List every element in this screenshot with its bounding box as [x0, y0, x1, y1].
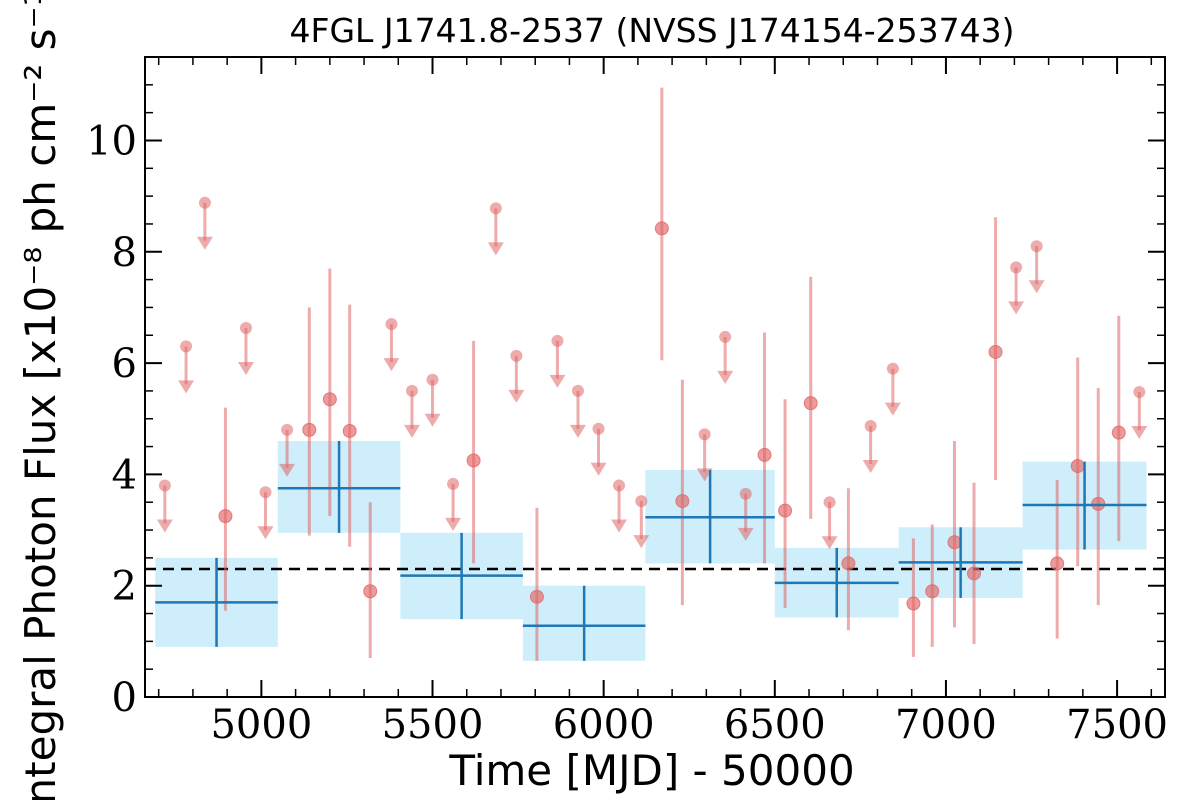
upper-limit-arrow [237, 362, 254, 376]
flux-point [322, 392, 337, 407]
upper-limit-arrow [611, 519, 628, 533]
upper-limit-point [886, 362, 899, 375]
flux-point [675, 494, 690, 509]
upper-limit-point [592, 422, 605, 435]
flux-point [906, 596, 921, 611]
flux-point [466, 453, 481, 468]
upper-limit-point [864, 419, 877, 432]
upper-limit-arrow [862, 459, 879, 473]
upper-limit-point [180, 340, 193, 353]
upper-limit-point [635, 495, 648, 508]
x-tick-label: 5500 [382, 702, 484, 748]
flux-point [988, 344, 1003, 359]
upper-limit-arrow [633, 535, 650, 549]
x-tick-label: 5000 [210, 702, 312, 748]
upper-limit-arrow [884, 402, 901, 416]
upper-limit-arrow [590, 462, 607, 476]
upper-limit-point [426, 373, 439, 386]
upper-limit-point [551, 334, 564, 347]
y-tick-label: 8 [112, 230, 137, 276]
x-tick-label: 7000 [895, 702, 997, 748]
upper-limit-arrow [178, 380, 195, 394]
upper-limit-point [698, 428, 711, 441]
flux-point [925, 584, 940, 599]
flux-point [1070, 459, 1085, 474]
y-tick-label: 2 [112, 564, 137, 610]
upper-limit-arrow [196, 236, 213, 250]
x-tick-label: 7500 [1066, 702, 1168, 748]
upper-limit-arrow [821, 536, 838, 550]
y-tick-label: 6 [112, 341, 137, 387]
flux-point [757, 447, 772, 462]
upper-limit-point [1133, 386, 1146, 399]
flux-point [363, 584, 378, 599]
upper-limit-arrow [403, 424, 420, 438]
x-tick-label: 6000 [553, 702, 655, 748]
upper-limit-arrow [1028, 280, 1045, 294]
upper-limit-point [823, 496, 836, 509]
upper-limit-arrow [279, 463, 296, 477]
flux-point [302, 422, 317, 437]
flux-point [778, 503, 793, 518]
plot-frame [144, 56, 1166, 698]
upper-limit-point [510, 349, 523, 362]
flux-point [218, 509, 233, 524]
y-tick-label: 0 [112, 675, 137, 721]
flux-point [654, 221, 669, 236]
x-tick-label: 6500 [724, 702, 826, 748]
upper-limit-arrow [156, 519, 173, 533]
flux-point [967, 566, 982, 581]
upper-limit-arrow [717, 370, 734, 384]
flux-point [1111, 425, 1126, 440]
upper-limit-point [719, 330, 732, 343]
upper-limit-point [259, 486, 272, 499]
upper-limit-point [198, 196, 211, 209]
upper-limit-point [489, 202, 502, 215]
flux-point [841, 556, 856, 571]
upper-limit-point [385, 318, 398, 331]
flux-point [803, 396, 818, 411]
flux-point [947, 535, 962, 550]
upper-limit-point [739, 487, 752, 500]
flux-point [1050, 556, 1065, 571]
upper-limit-arrow [737, 527, 754, 541]
y-tick-label: 10 [86, 118, 137, 164]
flux-point [342, 423, 357, 438]
upper-limit-arrow [508, 389, 525, 403]
upper-limit-arrow [383, 358, 400, 372]
upper-limit-point [158, 479, 171, 492]
upper-limit-point [281, 423, 294, 436]
upper-limit-arrow [1008, 301, 1025, 315]
upper-limit-arrow [696, 468, 713, 482]
upper-limit-arrow [445, 517, 462, 531]
upper-limit-point [1010, 261, 1023, 274]
upper-limit-point [1030, 240, 1043, 253]
upper-limit-arrow [487, 242, 504, 256]
upper-limit-arrow [569, 424, 586, 438]
flux-point [529, 589, 544, 604]
y-axis-label: Integral Photon Flux [x10⁻⁸ ph cm⁻² s⁻¹] [16, 0, 65, 800]
upper-limit-arrow [549, 374, 566, 388]
x-axis-label: Time [MJD] - 50000 [448, 746, 854, 795]
upper-limit-point [571, 384, 584, 397]
chart-title: 4FGL J1741.8-2537 (NVSS J174154-253743) [290, 11, 1015, 50]
upper-limit-point [447, 477, 460, 490]
y-tick-label: 4 [112, 452, 137, 498]
upper-limit-arrow [1131, 426, 1148, 440]
upper-limit-point [613, 479, 626, 492]
upper-limit-arrow [424, 413, 441, 427]
upper-limit-arrow [257, 526, 274, 540]
upper-limit-point [239, 322, 252, 335]
upper-limit-point [405, 384, 418, 397]
